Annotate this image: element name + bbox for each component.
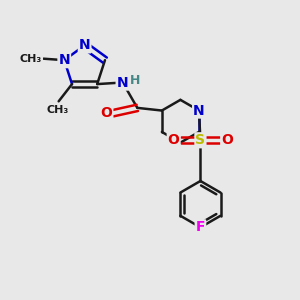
Text: N: N: [58, 53, 70, 67]
Text: F: F: [196, 220, 205, 234]
Text: O: O: [221, 133, 233, 147]
Text: N: N: [193, 103, 205, 118]
Text: CH₃: CH₃: [47, 105, 69, 115]
Text: N: N: [117, 76, 128, 90]
Text: O: O: [168, 133, 180, 147]
Text: CH₃: CH₃: [20, 54, 42, 64]
Text: N: N: [79, 38, 90, 52]
Text: S: S: [195, 133, 206, 147]
Text: O: O: [100, 106, 112, 120]
Text: H: H: [130, 74, 140, 87]
